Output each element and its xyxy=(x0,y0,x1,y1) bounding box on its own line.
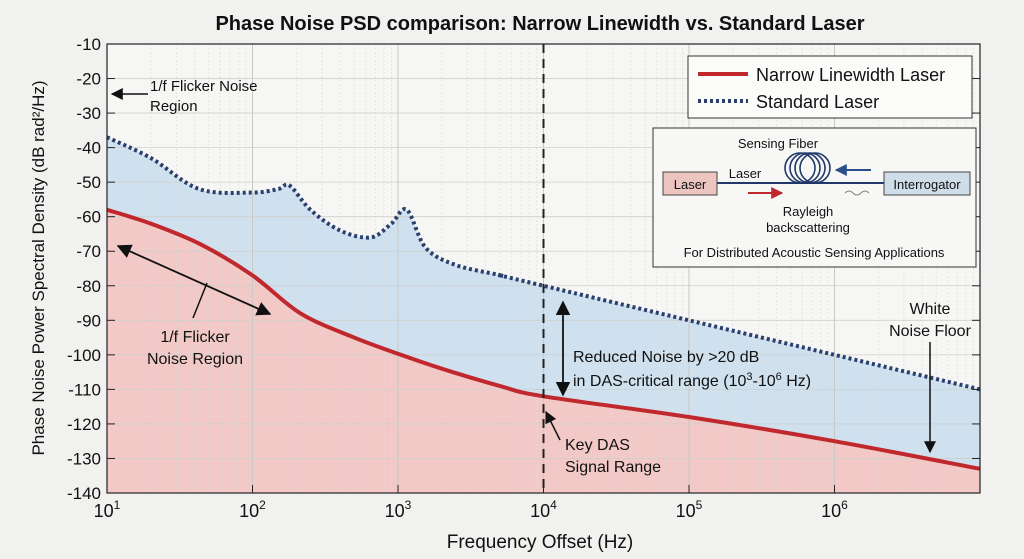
inset-diagram: Sensing Fiber Laser Laser Interrogator R… xyxy=(652,127,977,268)
standard-laser-line xyxy=(106,135,981,392)
leader-flicker-bottom xyxy=(192,282,208,319)
legend: Narrow Linewidth Laser Standard Laser xyxy=(687,55,973,119)
fiber-coil-icon xyxy=(784,152,831,184)
annotation-flicker-bottom-2: Noise Region xyxy=(147,351,243,368)
y-tick-label: -100 xyxy=(67,346,101,365)
legend-label-narrow: Narrow Linewidth Laser xyxy=(756,65,945,85)
x-tick-label: 105 xyxy=(676,498,703,521)
y-tick-label: -120 xyxy=(67,415,101,434)
annotation-flicker-top-2: Region xyxy=(150,98,198,115)
annotation-reduced-1: Reduced Noise by >20 dB xyxy=(573,349,759,366)
x-tick-label: 101 xyxy=(94,498,121,521)
inset-laser-label: Laser xyxy=(729,166,762,181)
y-tick-label: -60 xyxy=(76,208,101,227)
inset-caption: For Distributed Acoustic Sensing Applica… xyxy=(684,245,945,260)
y-axis-label: Phase Noise Power Spectral Density (dB r… xyxy=(29,80,48,455)
y-tick-label: -30 xyxy=(76,104,101,123)
narrow-laser-fill xyxy=(107,209,980,494)
annotation-key-das-1: Key DAS xyxy=(565,437,630,454)
inset-laser-box xyxy=(662,171,718,196)
y-tick-label: -70 xyxy=(76,242,101,261)
inset-rayleigh-2: backscattering xyxy=(766,220,850,235)
y-tick-label: -110 xyxy=(68,380,101,399)
inset-rayleigh-1: Rayleigh xyxy=(783,204,834,219)
arrow-flicker-bottom xyxy=(116,244,272,316)
x-tick-label: 104 xyxy=(530,498,557,521)
arrow-key-das xyxy=(545,410,561,441)
annotation-key-das-2: Signal Range xyxy=(565,459,661,476)
y-tick-label: -140 xyxy=(67,484,101,503)
y-tick-label: -20 xyxy=(76,70,101,89)
chart-title: Phase Noise PSD comparison: Narrow Linew… xyxy=(215,13,864,35)
x-axis-label: Frequency Offset (Hz) xyxy=(447,532,634,553)
y-tick-label: -40 xyxy=(76,139,101,158)
annotation-white-1: White xyxy=(910,301,951,318)
annotation-white-2: Noise Floor xyxy=(889,323,971,340)
annotation-flicker-bottom-1: 1/f Flicker xyxy=(160,329,230,346)
inset-interrogator-box xyxy=(883,171,971,196)
y-tick-label: -90 xyxy=(76,311,101,330)
inset-interrogator-label: Interrogator xyxy=(893,177,961,192)
annotation-reduced-2: in DAS-critical range (103-106 Hz) xyxy=(573,371,811,390)
legend-label-standard: Standard Laser xyxy=(756,92,879,112)
inset-laser-box-label: Laser xyxy=(674,177,707,192)
y-tick-label: -50 xyxy=(76,173,101,192)
y-tick-label: -130 xyxy=(67,449,101,468)
annotation-flicker-top-1: 1/f Flicker Noise xyxy=(150,78,258,95)
x-tick-label: 102 xyxy=(239,498,266,521)
x-tick-label: 106 xyxy=(821,498,848,521)
backscatter-wave-icon xyxy=(844,190,870,196)
y-tick-label: -10 xyxy=(76,35,101,54)
inset-sensing-fiber: Sensing Fiber xyxy=(738,136,819,151)
x-tick-label: 103 xyxy=(385,498,412,521)
y-tick-label: -80 xyxy=(76,277,101,296)
legend-box xyxy=(687,55,973,119)
